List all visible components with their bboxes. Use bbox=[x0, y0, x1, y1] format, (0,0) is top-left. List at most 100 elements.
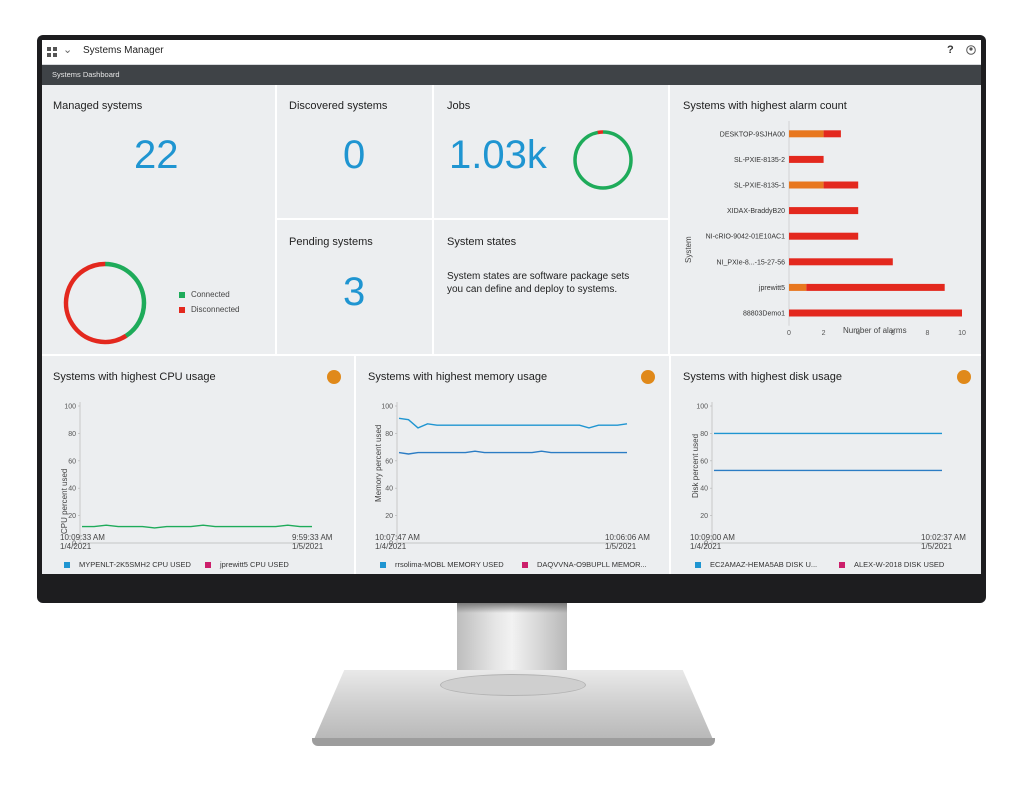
x-end-date: 1/5/2021 bbox=[292, 542, 324, 551]
user-icon[interactable] bbox=[966, 45, 976, 55]
legend-label: jprewitt5 CPU USED bbox=[220, 560, 289, 569]
y-tick-label: 0 bbox=[389, 541, 393, 548]
series-line bbox=[82, 524, 312, 529]
managed-count: 22 bbox=[134, 133, 179, 177]
y-tick-label: 40 bbox=[68, 486, 76, 493]
cpu-usage-tile[interactable]: Systems with highest CPU usage 0 20 40 60 80… bbox=[42, 356, 354, 574]
y-tick-label: 60 bbox=[385, 458, 393, 465]
tile-title: Systems with highest alarm count bbox=[683, 100, 847, 112]
legend-label: MYPENLT-2K5SMH2 CPU USED bbox=[79, 560, 191, 569]
tile-title: Systems with highest memory usage bbox=[368, 371, 548, 383]
x-end-date: 1/5/2021 bbox=[605, 542, 637, 551]
alarm-count-tile[interactable]: Systems with highest alarm count 0 2 4 6 8 10… bbox=[670, 85, 981, 354]
bar-segment bbox=[806, 283, 945, 291]
legend-swatch bbox=[205, 562, 211, 568]
bar-segment bbox=[789, 181, 824, 189]
tile-title: Systems with highest disk usage bbox=[683, 371, 842, 383]
legend-label: DAQVVNA-O9BUPLL MEMOR... bbox=[537, 560, 647, 569]
x-end-time: 9:59:33 AM bbox=[292, 533, 333, 542]
cpu-chart: 0 20 40 60 80 100 bbox=[64, 402, 314, 548]
screen: ⌄ Systems Manager ? Systems Dashboard Ma… bbox=[42, 40, 981, 574]
divider bbox=[275, 85, 277, 354]
bell-icon[interactable] bbox=[327, 370, 341, 384]
x-tick-label: 0 bbox=[787, 330, 791, 337]
legend-swatch bbox=[380, 562, 386, 568]
bar-segment bbox=[789, 130, 824, 138]
x-tick-label: 10 bbox=[958, 330, 966, 337]
y-tick-label: 100 bbox=[64, 404, 76, 411]
legend-swatch bbox=[695, 562, 701, 568]
y-tick-label: 60 bbox=[68, 458, 76, 465]
breadcrumb[interactable]: Systems Dashboard bbox=[52, 70, 120, 79]
y-tick-label: 100 bbox=[696, 404, 708, 411]
disk-usage-tile[interactable]: Systems with highest disk usage 0 20 40 60 8… bbox=[671, 356, 981, 574]
bar-segment bbox=[789, 155, 824, 163]
divider bbox=[668, 85, 670, 354]
tile-title: Managed systems bbox=[53, 100, 143, 112]
x-tick-label: 8 bbox=[925, 330, 929, 337]
y-axis-label: Disk percent used bbox=[691, 433, 700, 498]
jobs-count: 1.03k bbox=[449, 133, 547, 177]
series-line bbox=[398, 450, 627, 455]
legend-label: rrsolima-MOBL MEMORY USED bbox=[395, 560, 504, 569]
tile-title: System states bbox=[447, 236, 517, 248]
system-states-tile[interactable]: System states System states are software… bbox=[434, 220, 668, 354]
y-tick-label: 20 bbox=[68, 513, 76, 520]
y-tick-label: 60 bbox=[700, 458, 708, 465]
legend-swatch bbox=[522, 562, 528, 568]
tile-title: Systems with highest CPU usage bbox=[53, 371, 216, 383]
y-tick-label: 100 bbox=[381, 404, 393, 411]
memory-chart: 0 20 40 60 80 100 bbox=[381, 402, 629, 548]
x-start-date: 1/4/2021 bbox=[60, 542, 92, 551]
y-tick-label: 20 bbox=[700, 513, 708, 520]
disk-chart: 0 20 40 60 80 100 bbox=[696, 402, 944, 548]
category-label: DESKTOP-9SJHA00 bbox=[720, 131, 785, 138]
y-tick-label: 80 bbox=[700, 431, 708, 438]
x-start-date: 1/4/2021 bbox=[375, 542, 407, 551]
legend-swatch bbox=[179, 292, 185, 298]
bar-segment bbox=[789, 309, 962, 317]
memory-usage-tile[interactable]: Systems with highest memory usage 0 20 40 6… bbox=[356, 356, 669, 574]
y-tick-label: 80 bbox=[68, 431, 76, 438]
title-bar: ⌄ Systems Manager ? bbox=[42, 40, 981, 65]
divider bbox=[42, 354, 981, 356]
bar-segment bbox=[823, 130, 841, 138]
y-axis-label: CPU percent used bbox=[60, 468, 69, 534]
donut-disconnected-arc bbox=[63, 261, 147, 345]
y-tick-label: 0 bbox=[72, 541, 76, 548]
x-end-time: 10:02:37 AM bbox=[921, 533, 966, 542]
bell-icon[interactable] bbox=[641, 370, 655, 384]
category-label: 88803Demo1 bbox=[743, 311, 785, 318]
tile-title: Pending systems bbox=[289, 236, 373, 248]
y-tick-label: 80 bbox=[385, 431, 393, 438]
tile-title: Jobs bbox=[447, 100, 471, 112]
help-icon[interactable]: ? bbox=[947, 44, 954, 56]
discovered-count: 0 bbox=[343, 133, 366, 177]
jobs-success-arc bbox=[573, 130, 633, 190]
bell-icon[interactable] bbox=[957, 370, 971, 384]
monitor-stand-neck bbox=[457, 603, 567, 673]
y-tick-label: 0 bbox=[704, 541, 708, 548]
jobs-failed-arc bbox=[573, 130, 633, 190]
discovered-systems-tile[interactable]: Discovered systems 0 bbox=[277, 85, 432, 218]
x-start-time: 10:07:47 AM bbox=[375, 533, 420, 542]
managed-systems-tile[interactable]: Managed systems 22 Connected Disconnecte… bbox=[42, 85, 275, 354]
monitor-base-edge bbox=[312, 738, 715, 746]
category-label: NI_PXIe-8...-15-27-56 bbox=[717, 259, 786, 266]
jobs-tile[interactable]: Jobs 1.03k bbox=[434, 85, 668, 218]
chevron-down-icon[interactable]: ⌄ bbox=[63, 44, 73, 56]
x-end-date: 1/5/2021 bbox=[921, 542, 953, 551]
bar-segment bbox=[789, 232, 859, 240]
bar-segment bbox=[789, 258, 893, 266]
pending-systems-tile[interactable]: Pending systems 3 bbox=[277, 220, 432, 354]
grid-icon[interactable] bbox=[47, 47, 57, 57]
divider bbox=[669, 356, 671, 574]
pending-count: 3 bbox=[343, 270, 366, 314]
monitor-base-ring bbox=[440, 674, 586, 696]
y-tick-label: 20 bbox=[385, 513, 393, 520]
tile-title: Discovered systems bbox=[289, 100, 388, 112]
category-label: XIDAX-BraddyB20 bbox=[727, 208, 785, 215]
bar-segment bbox=[823, 181, 859, 189]
category-label: jprewitt5 bbox=[758, 285, 785, 292]
legend-swatch bbox=[64, 562, 70, 568]
